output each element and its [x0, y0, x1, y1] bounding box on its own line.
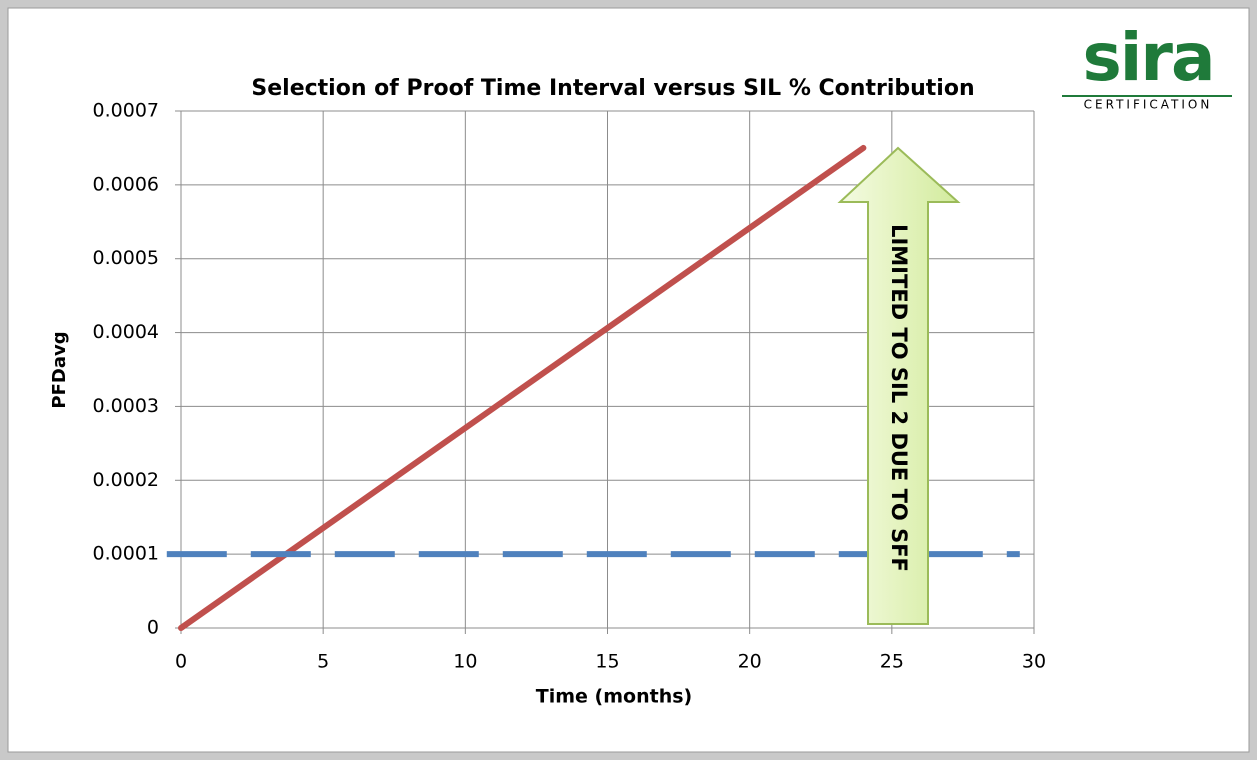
y-tick-label: 0.0005 [93, 247, 159, 269]
x-tick-label: 25 [880, 651, 904, 673]
y-tick-label: 0.0004 [93, 321, 159, 343]
x-tick-label: 5 [317, 651, 329, 673]
x-tick-label: 0 [175, 651, 187, 673]
series-line [178, 144, 867, 631]
panel [7, 7, 1250, 753]
chart-title: Selection of Proof Time Interval versus … [251, 76, 974, 101]
logo-tagline: CERTIFICATION [1084, 98, 1213, 112]
x-tick-label: 30 [1022, 651, 1046, 673]
y-tick-label: 0.0006 [93, 173, 159, 195]
x-tick-label: 15 [595, 651, 619, 673]
y-axis-label: PFDavg [49, 331, 70, 408]
x-axis-label: Time (months) [536, 686, 692, 708]
x-tick-label: 10 [453, 651, 477, 673]
annotation-text: LIMITED TO SIL 2 DUE TO SFF [887, 224, 911, 572]
y-tick-label: 0 [147, 617, 159, 639]
y-tick-label: 0.0007 [93, 100, 159, 122]
annotation-arrow: LIMITED TO SIL 2 DUE TO SFF [837, 146, 961, 625]
arrow-shape [837, 146, 961, 625]
logo-name: sira [1083, 19, 1214, 96]
y-tick-label: 0.0001 [93, 543, 159, 565]
y-tick-label: 0.0002 [93, 469, 159, 491]
x-tick-label: 20 [738, 651, 762, 673]
y-tick-label: 0.0003 [93, 395, 159, 417]
